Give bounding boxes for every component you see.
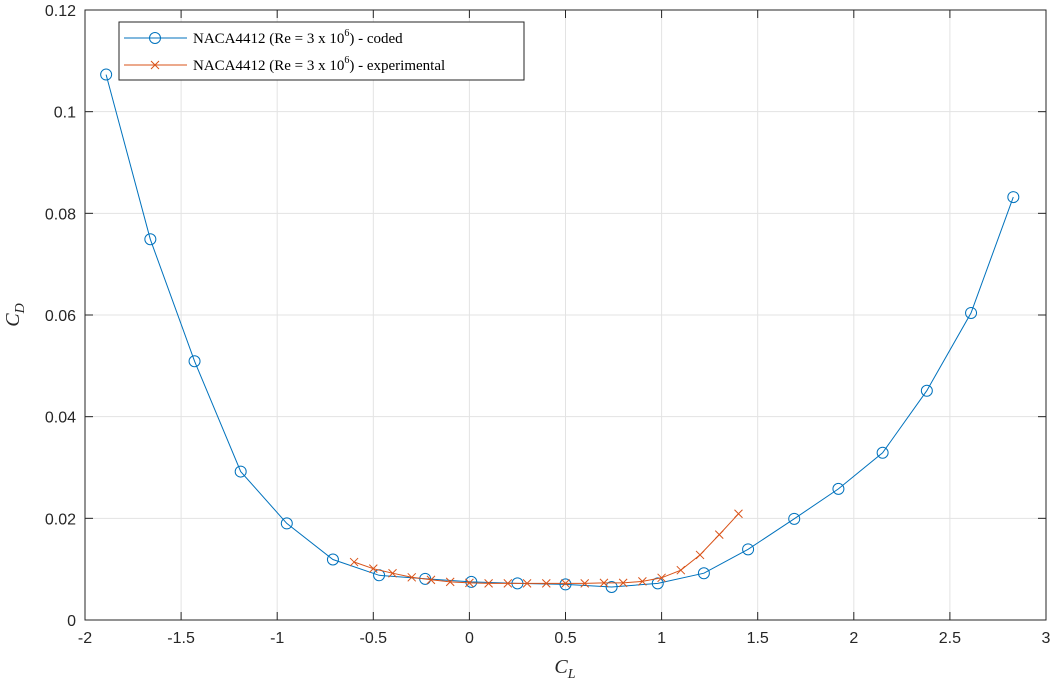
data-point-coded bbox=[876, 446, 889, 459]
series-layer bbox=[100, 68, 1020, 593]
data-point-coded bbox=[188, 355, 201, 368]
data-point-experimental bbox=[695, 550, 705, 560]
legend-label-experimental-sup: 6 bbox=[344, 55, 349, 66]
y-tick-label: 0.04 bbox=[45, 410, 76, 427]
legend-label-experimental: NACA4412 (Re = 3 x 106) - experimental bbox=[193, 55, 445, 74]
x-tick-label: 1 bbox=[657, 630, 666, 647]
data-point-coded bbox=[697, 567, 710, 580]
legend-label-coded-post: ) - coded bbox=[349, 31, 403, 47]
legend-marker-circle bbox=[149, 32, 161, 44]
data-point-experimental bbox=[638, 577, 647, 586]
x-tick-label: 1.5 bbox=[747, 630, 769, 647]
legend-entry-experimental: NACA4412 (Re = 3 x 106) - experimental bbox=[124, 55, 445, 74]
data-point-coded bbox=[832, 482, 845, 495]
data-point-coded bbox=[326, 553, 339, 566]
x-tick-label: -1.5 bbox=[167, 630, 195, 647]
data-point-experimental bbox=[407, 572, 417, 582]
data-point-experimental bbox=[368, 564, 378, 574]
data-point-experimental bbox=[676, 565, 686, 575]
data-point-experimental bbox=[618, 578, 628, 588]
legend-label-experimental-post: ) - experimental bbox=[349, 58, 445, 74]
legend-label-coded-sup: 6 bbox=[344, 28, 349, 39]
data-point-experimental bbox=[445, 577, 455, 587]
data-point-coded bbox=[605, 580, 618, 593]
legend-entry-coded: NACA4412 (Re = 3 x 106) - coded bbox=[124, 28, 403, 47]
data-point-coded bbox=[465, 575, 478, 588]
data-point-coded bbox=[100, 68, 113, 81]
legend: NACA4412 (Re = 3 x 106) - coded NACA4412… bbox=[118, 21, 525, 81]
data-point-coded bbox=[965, 306, 978, 319]
x-tick-label: 0.5 bbox=[554, 630, 576, 647]
data-point-coded bbox=[144, 233, 157, 246]
data-point-experimental bbox=[580, 579, 590, 588]
data-point-coded bbox=[788, 512, 801, 525]
x-tick-label: -0.5 bbox=[360, 630, 388, 647]
data-point-experimental bbox=[522, 579, 532, 588]
x-tick-label: 2 bbox=[849, 630, 858, 647]
x-tick-label: -2 bbox=[78, 630, 92, 647]
data-point-experimental bbox=[388, 568, 397, 578]
y-tick-label: 0.12 bbox=[45, 3, 76, 20]
data-point-coded bbox=[559, 578, 572, 591]
legend-box bbox=[118, 21, 525, 81]
data-point-coded bbox=[920, 384, 933, 397]
data-point-experimental bbox=[465, 578, 474, 588]
legend-label-coded: NACA4412 (Re = 3 x 106) - coded bbox=[193, 28, 403, 47]
data-point-experimental bbox=[541, 579, 551, 588]
y-tick-label: 0.06 bbox=[45, 308, 76, 325]
data-point-experimental bbox=[561, 579, 570, 588]
y-axis-label-main: C bbox=[2, 313, 24, 327]
x-tick-label: 0 bbox=[465, 630, 474, 647]
y-tick-label: 0.1 bbox=[54, 105, 76, 122]
data-point-experimental bbox=[714, 530, 724, 539]
data-point-experimental bbox=[426, 575, 436, 585]
series-line-coded bbox=[105, 74, 1014, 588]
data-point-coded bbox=[280, 517, 293, 530]
legend-label-coded-pre: NACA4412 (Re = 3 x 10 bbox=[193, 31, 344, 47]
data-point-experimental bbox=[734, 509, 743, 519]
legend-marker-x bbox=[150, 60, 160, 70]
data-point-coded bbox=[651, 577, 664, 590]
y-tick-label: 0.02 bbox=[45, 511, 76, 528]
data-point-experimental bbox=[503, 579, 513, 588]
data-point-experimental bbox=[349, 557, 359, 567]
x-tick-label: 2.5 bbox=[939, 630, 961, 647]
legend-label-experimental-pre: NACA4412 (Re = 3 x 10 bbox=[193, 58, 344, 74]
y-tick-label: 0.08 bbox=[45, 206, 76, 223]
y-axis-label-sub: D bbox=[13, 303, 28, 314]
data-point-experimental bbox=[599, 578, 609, 588]
data-point-coded bbox=[1007, 191, 1020, 204]
grid bbox=[85, 10, 1046, 620]
y-axis-label: CD bbox=[2, 303, 28, 326]
x-axis-label: CL bbox=[554, 656, 575, 681]
data-point-coded bbox=[234, 465, 247, 478]
x-tick-label: -1 bbox=[270, 630, 284, 647]
data-point-experimental bbox=[484, 579, 493, 588]
x-axis-label-sub: L bbox=[567, 667, 576, 681]
data-point-experimental bbox=[657, 573, 666, 583]
ticks: -2 -1.5 -1 -0.5 0 0.5 1 1.5 2 2.5 3 0 0.02 0.04 0.06 0.… bbox=[45, 3, 1051, 647]
x-axis-label-main: C bbox=[554, 656, 568, 678]
y-tick-label: 0 bbox=[67, 613, 76, 630]
data-point-coded bbox=[742, 543, 755, 556]
x-tick-label: 3 bbox=[1042, 630, 1051, 647]
